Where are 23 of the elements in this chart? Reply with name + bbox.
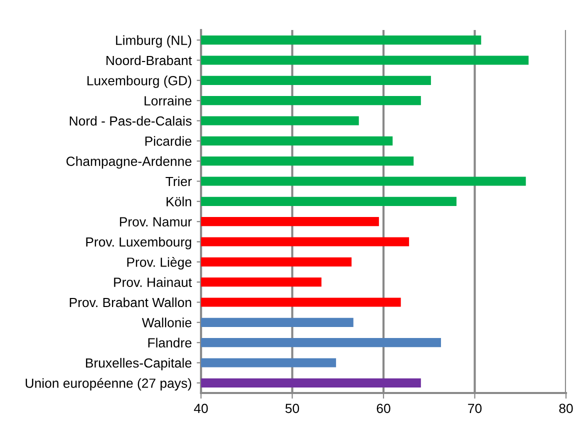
y-tick-label: Prov. Namur [120,217,192,226]
y-tick-label: Prov. Luxembourg [86,236,192,250]
y-tick-label: Prov. Liège [127,257,192,270]
x-tick-label: 70 [468,404,482,414]
y-tick-label: Luxembourg (GD) [87,76,192,88]
y-tick-label: Noord-Brabant [106,55,192,66]
y-tick-label: Lorraine [144,96,192,106]
y-tick-label: Wallonie [142,318,192,328]
y-tick-label: Trier [166,176,192,186]
x-tick-label: 60 [376,404,390,414]
y-tick-label: Nord - Pas-de-Calais [70,116,192,126]
y-tick-label: Union européenne (27 pays) [26,378,192,391]
y-tick-label: Limburg (NL) [116,35,192,48]
y-tick-label: Köln [166,196,192,206]
y-tick-label: Flandre [148,338,192,348]
y-tick-label: Prov. Brabant Wallon [70,297,192,308]
y-tick-label: Prov. Hainaut [114,277,192,287]
x-tick-label: 80 [559,404,573,414]
x-tick-label: 40 [194,404,208,414]
y-tick-label: Picardie [145,136,192,146]
y-tick-label: Champagne-Ardenne [66,156,192,169]
x-tick-label: 50 [285,404,300,414]
y-tick-label: Bruxelles-Capitale [86,358,192,370]
